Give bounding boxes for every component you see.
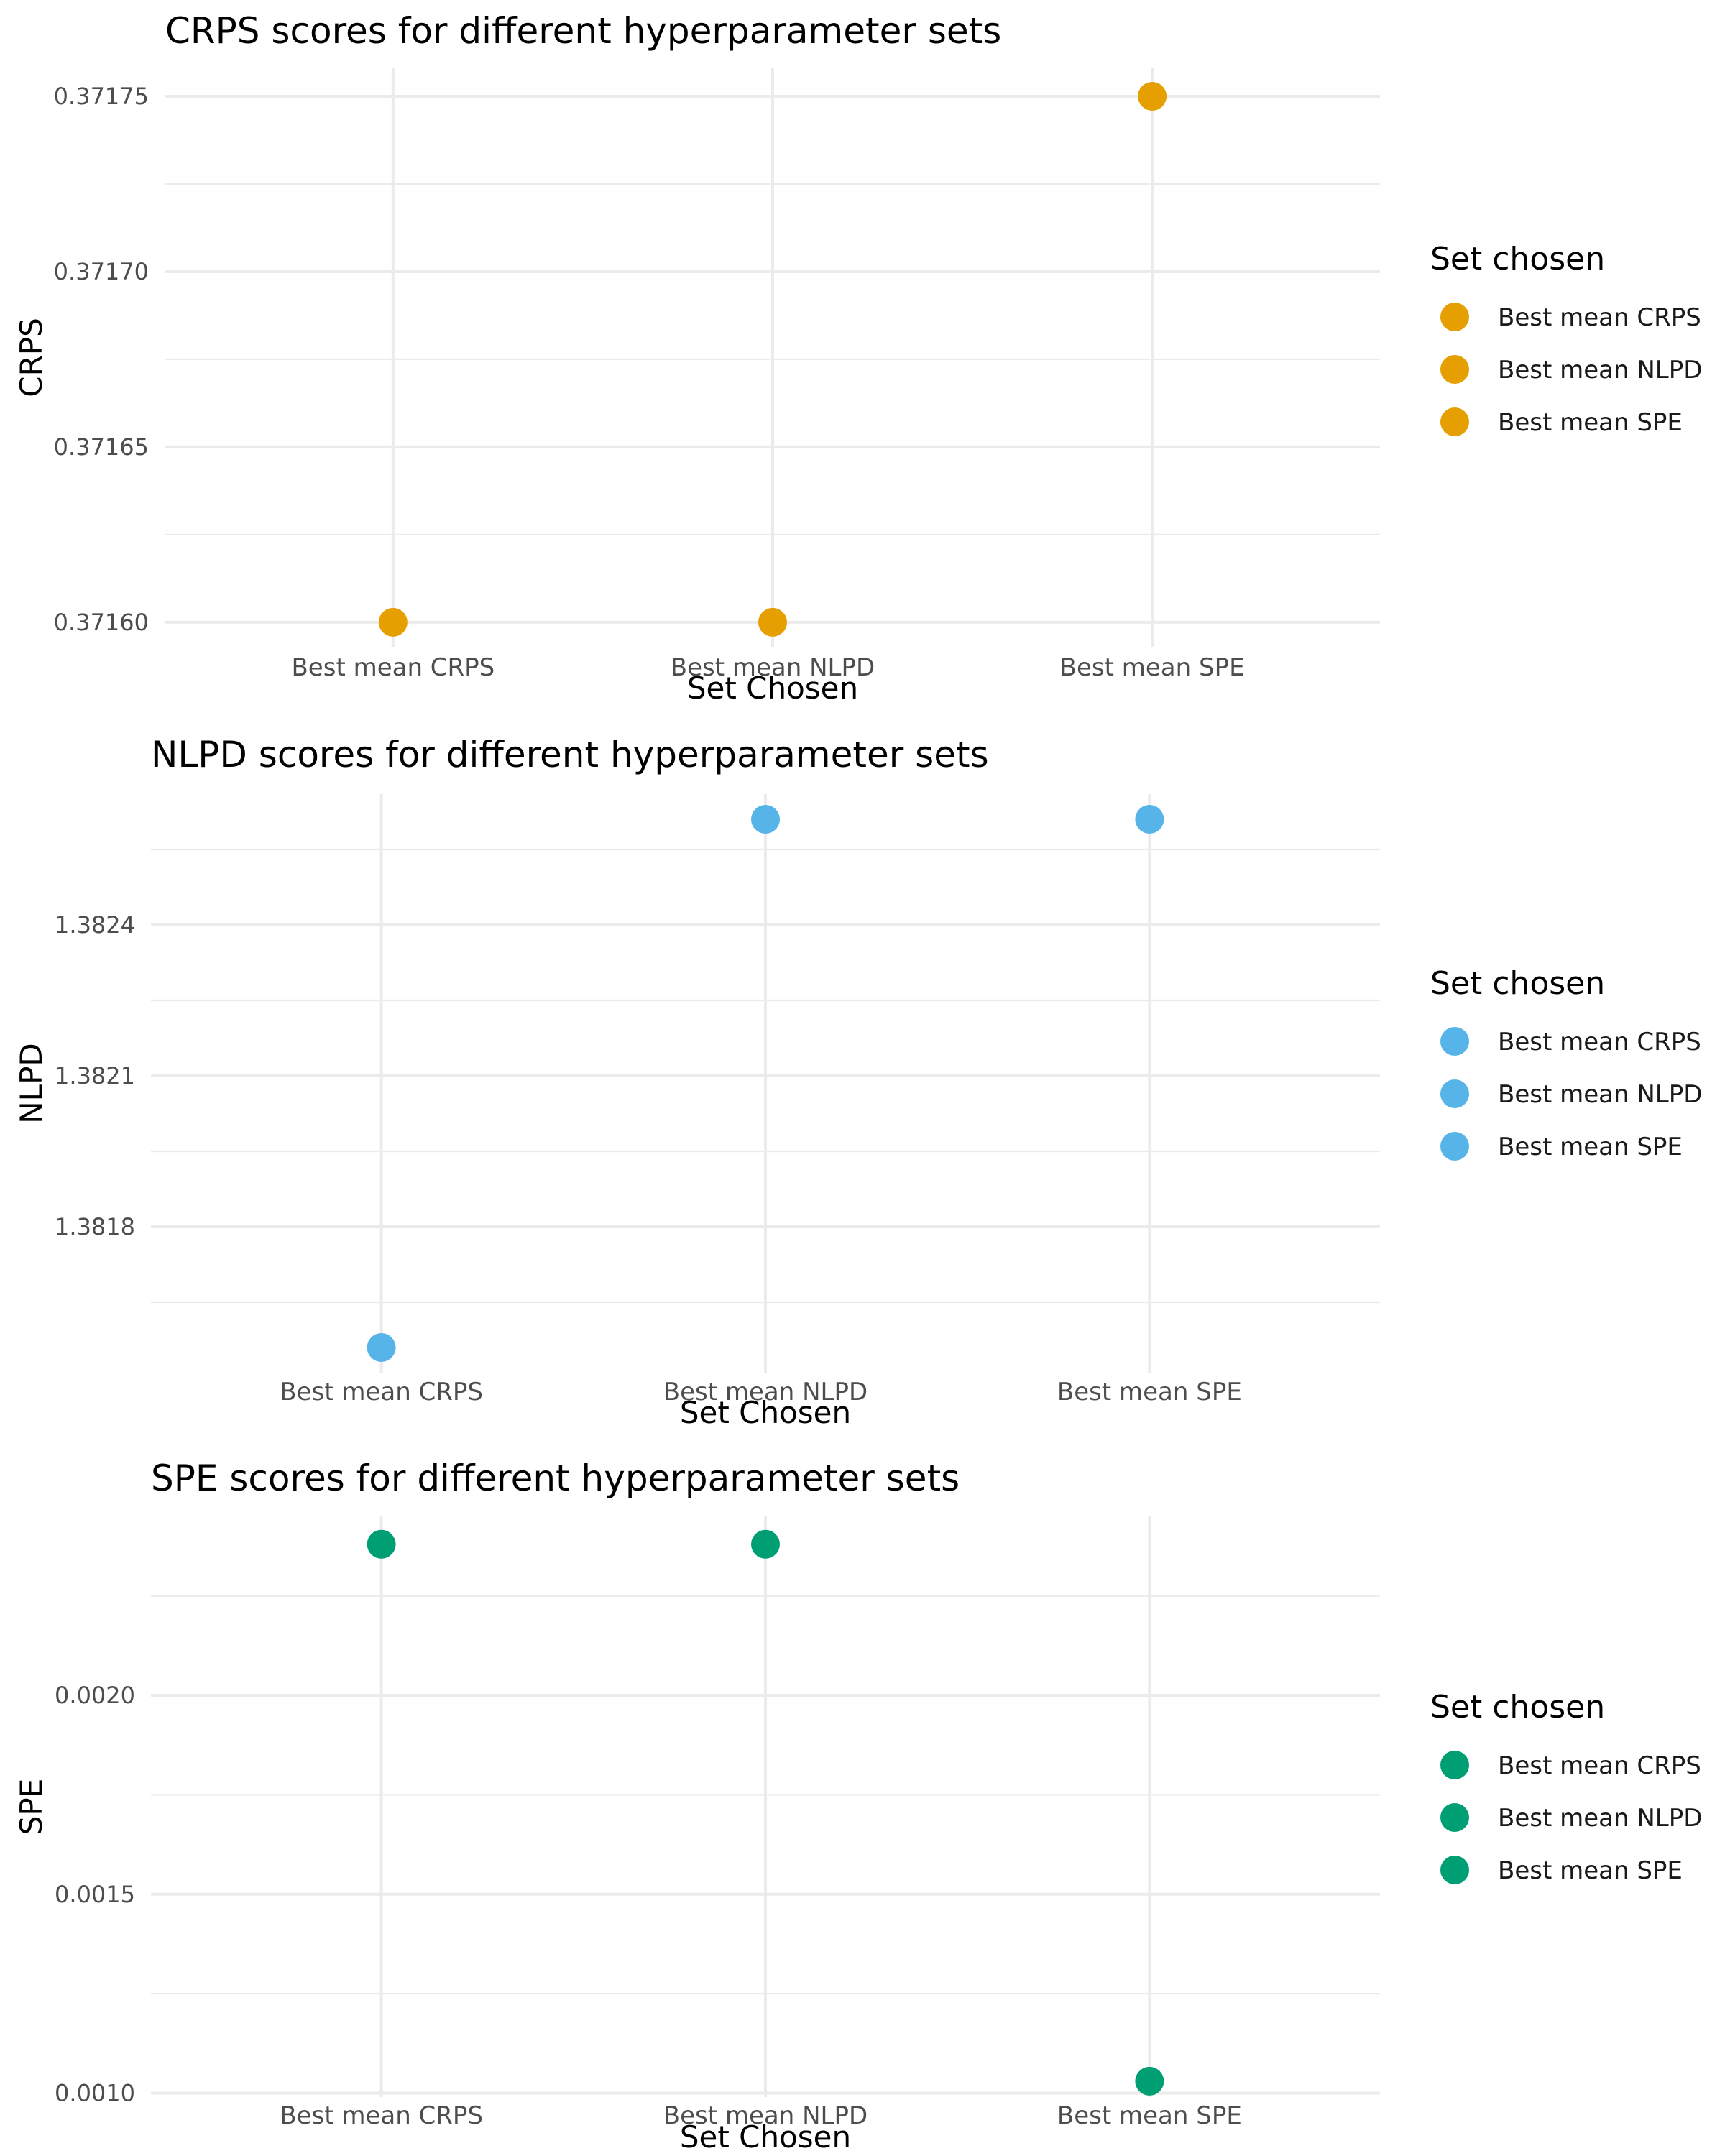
y-tick-label: 0.37175	[54, 83, 149, 110]
data-point-1	[367, 1333, 396, 1362]
legend: Set chosen Best mean CRPS Best mean NLPD Be…	[1430, 241, 1702, 437]
legend-label: Best mean NLPD	[1498, 356, 1702, 384]
x-tick-label: Best mean NLPD	[671, 653, 875, 682]
x-axis-title: Set Chosen	[680, 1395, 851, 1430]
y-tick-label: 0.37165	[54, 433, 149, 461]
y-tick-label: 0.37160	[54, 609, 149, 636]
x-axis-title: Set Chosen	[680, 2119, 851, 2155]
y-axis-title: NLPD	[14, 1043, 49, 1124]
legend-label: Best mean SPE	[1498, 408, 1683, 437]
y-tick-label: 1.3821	[55, 1062, 135, 1089]
legend-title: Set chosen	[1430, 241, 1605, 277]
chart-title: CRPS scores for different hyperparameter…	[165, 10, 1001, 52]
legend-key-icon	[1440, 1751, 1469, 1779]
x-tick-label: Best mean CRPS	[280, 2101, 483, 2130]
legend-title: Set chosen	[1430, 965, 1605, 1002]
y-tick-label: 0.0015	[55, 1881, 135, 1908]
legend-key-icon	[1440, 355, 1469, 384]
data-point-3	[1135, 2066, 1164, 2096]
x-axis-title: Set Chosen	[687, 671, 858, 706]
legend: Set chosen Best mean CRPS Best mean NLPD Be…	[1430, 1689, 1702, 1885]
x-tick-label: Best mean NLPD	[663, 1378, 868, 1406]
data-point-1	[378, 607, 408, 637]
y-axis-title: SPE	[14, 1779, 49, 1835]
legend-label: Best mean NLPD	[1498, 1804, 1702, 1833]
legend-label: Best mean CRPS	[1498, 303, 1701, 332]
y-tick-label: 1.3824	[55, 911, 135, 939]
legend-key-icon	[1440, 407, 1469, 436]
y-tick-label: 1.3818	[55, 1213, 135, 1240]
legend-key-icon	[1440, 1132, 1469, 1161]
legend-key-icon	[1440, 303, 1469, 331]
data-point-1	[367, 1529, 396, 1559]
legend-key-icon	[1440, 1079, 1469, 1108]
x-tick-label: Best mean SPE	[1057, 1378, 1242, 1406]
legend: Set chosen Best mean CRPS Best mean NLPD Be…	[1430, 965, 1702, 1161]
y-tick-label: 0.0020	[55, 1682, 135, 1709]
data-point-2	[751, 1529, 780, 1559]
x-tick-label: Best mean CRPS	[291, 653, 494, 682]
legend-label: Best mean NLPD	[1498, 1080, 1702, 1109]
x-tick-label: Best mean NLPD	[663, 2101, 868, 2130]
legend-key-icon	[1440, 1027, 1469, 1056]
panel-crps: CRPS scores for different hyperparameter…	[14, 10, 1702, 706]
legend-key-icon	[1440, 1856, 1469, 1884]
y-tick-label: 0.0010	[55, 2079, 135, 2106]
legend-key-icon	[1440, 1803, 1469, 1832]
chart-title: SPE scores for different hyperparameter …	[151, 1457, 960, 1499]
data-point-3	[1135, 805, 1164, 834]
x-tick-label: Best mean SPE	[1060, 653, 1245, 682]
data-point-2	[758, 607, 787, 637]
chart-title: NLPD scores for different hyperparameter…	[151, 734, 989, 775]
legend-label: Best mean CRPS	[1498, 1028, 1701, 1056]
data-point-2	[751, 805, 780, 834]
legend-title: Set chosen	[1430, 1689, 1605, 1726]
panel-spe: SPE scores for different hyperparameter …	[14, 1457, 1702, 2155]
legend-label: Best mean SPE	[1498, 1856, 1683, 1885]
legend-label: Best mean CRPS	[1498, 1751, 1701, 1780]
data-point-3	[1138, 82, 1167, 111]
y-tick-label: 0.37170	[54, 258, 149, 285]
panel-nlpd: NLPD scores for different hyperparameter…	[14, 734, 1702, 1430]
legend-label: Best mean SPE	[1498, 1133, 1683, 1161]
x-tick-label: Best mean SPE	[1057, 2101, 1242, 2130]
x-tick-label: Best mean CRPS	[280, 1378, 483, 1406]
y-axis-title: CRPS	[14, 318, 49, 397]
